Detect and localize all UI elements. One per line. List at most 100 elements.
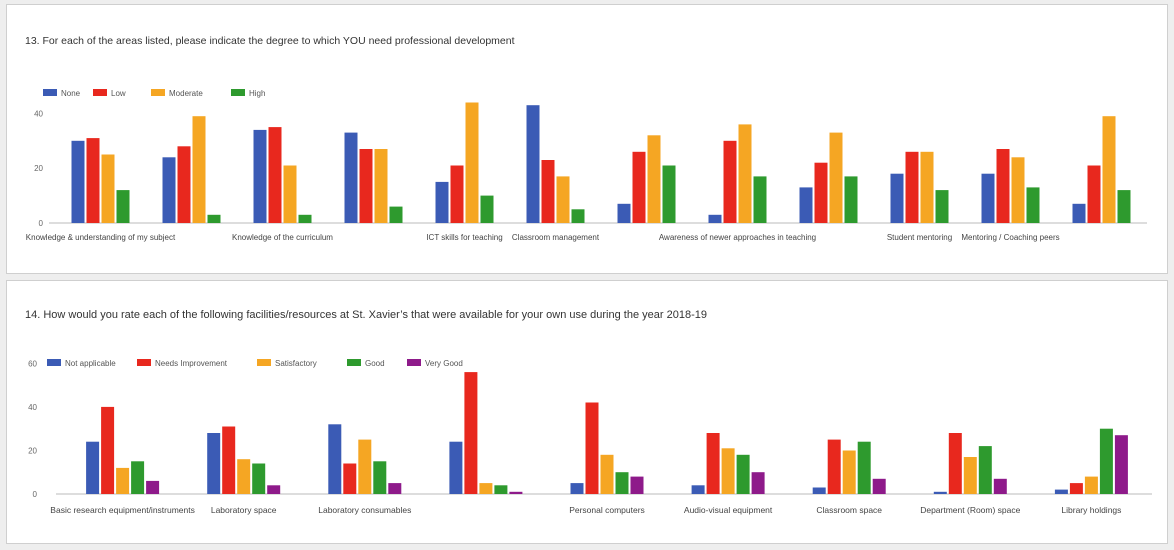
bar-moderate-8 (738, 124, 752, 223)
bar-very-good-1 (146, 480, 160, 494)
bar-high-12 (1117, 190, 1131, 223)
chart-panel-q14: 14. How would you rate each of the follo… (6, 280, 1168, 544)
bar-needs-improvement-2 (222, 426, 236, 494)
bar-good-5 (615, 472, 629, 494)
bar-very-good-5 (630, 476, 644, 494)
legend-swatch-not-applicable (47, 359, 61, 366)
legend-swatch-satisfactory (257, 359, 271, 366)
bar-needs-improvement-6 (706, 433, 720, 494)
bar-not-applicable-1 (86, 441, 100, 494)
bar-satisfactory-1 (116, 467, 130, 494)
x-category-label-9: Library holdings (1061, 505, 1121, 515)
bar-very-good-2 (267, 485, 281, 494)
y-tick-label-0: 0 (33, 490, 38, 499)
bar-very-good-4 (509, 491, 523, 494)
bar-not-applicable-9 (1054, 489, 1068, 494)
legend-swatch-high (231, 89, 245, 96)
bar-moderate-5 (465, 102, 479, 223)
y-tick-label-40: 40 (34, 109, 43, 118)
bar-moderate-2 (192, 116, 206, 223)
x-category-label-2: Laboratory space (211, 505, 277, 515)
legend-label-moderate: Moderate (169, 89, 203, 98)
bar-low-10 (905, 151, 919, 223)
legend-swatch-low (93, 89, 107, 96)
bar-moderate-9 (829, 132, 843, 223)
bar-good-9 (1099, 428, 1113, 494)
bar-moderate-1 (101, 154, 115, 223)
bar-low-5 (450, 165, 464, 223)
bar-not-applicable-6 (691, 485, 705, 494)
bar-high-8 (753, 176, 767, 223)
bar-satisfactory-8 (963, 457, 977, 494)
legend-swatch-good (347, 359, 361, 366)
bar-needs-improvement-1 (101, 406, 115, 494)
bar-moderate-3 (283, 165, 297, 223)
bar-none-8 (708, 214, 722, 223)
bar-good-4 (494, 485, 508, 494)
bar-very-good-9 (1114, 435, 1128, 494)
legend-swatch-needs-improvement (137, 359, 151, 366)
bar-none-10 (890, 173, 904, 223)
bar-low-4 (359, 149, 373, 223)
x-category-label-1: Basic research equipment/instruments (50, 505, 195, 515)
bar-needs-improvement-3 (343, 463, 357, 494)
bar-high-9 (844, 176, 858, 223)
bar-chart-q14: 0 20 40 60 Basic research equipment/instrume… (28, 359, 1152, 515)
x-category-label-8: Awareness of newer approaches in teachin… (659, 233, 816, 242)
bar-not-applicable-8 (933, 491, 947, 494)
bar-good-8 (978, 446, 992, 494)
x-category-label-6: Audio-visual equipment (684, 505, 773, 515)
bar-very-good-7 (872, 478, 886, 494)
bar-satisfactory-2 (237, 459, 251, 494)
legend-label-satisfactory: Satisfactory (275, 359, 317, 368)
bar-not-applicable-2 (207, 433, 221, 494)
bar-satisfactory-6 (721, 448, 735, 494)
bar-none-9 (799, 187, 813, 223)
bar-low-11 (996, 149, 1010, 223)
x-category-label-3: Laboratory consumables (318, 505, 411, 515)
y-tick-label-20: 20 (34, 164, 43, 173)
bar-not-applicable-4 (449, 441, 463, 494)
bar-satisfactory-7 (842, 450, 856, 494)
bar-low-3 (268, 127, 282, 223)
x-category-label-1: Knowledge & understanding of my subject (26, 233, 176, 242)
x-category-label-7: Classroom space (816, 505, 882, 515)
y-tick-label-60: 60 (28, 359, 37, 368)
bar-none-5 (435, 181, 449, 223)
y-tick-label-40: 40 (28, 403, 37, 412)
bar-moderate-6 (556, 176, 570, 223)
bar-not-applicable-3 (328, 424, 342, 494)
bar-not-applicable-7 (812, 487, 826, 494)
bar-very-good-8 (993, 478, 1007, 494)
bar-none-2 (162, 157, 176, 223)
bar-none-11 (981, 173, 995, 223)
bar-none-4 (344, 132, 358, 223)
x-category-label-3: Knowledge of the curriculum (232, 233, 333, 242)
bar-high-10 (935, 190, 949, 223)
legend-label-very-good: Very Good (425, 359, 463, 368)
legend-label-needs-improvement: Needs Improvement (155, 359, 228, 368)
chart-panel-q13: 13. For each of the areas listed, please… (6, 4, 1168, 274)
bar-high-7 (662, 165, 676, 223)
x-category-label-10: Student mentoring (887, 233, 952, 242)
y-tick-label-0: 0 (39, 219, 44, 228)
bar-good-3 (373, 461, 387, 494)
bar-needs-improvement-7 (827, 439, 841, 494)
bar-very-good-3 (388, 483, 402, 494)
y-tick-label-20: 20 (28, 446, 37, 455)
legend-label-good: Good (365, 359, 385, 368)
bar-satisfactory-9 (1084, 476, 1098, 494)
bar-good-2 (252, 463, 266, 494)
bar-none-6 (526, 105, 540, 223)
bar-moderate-12 (1102, 116, 1116, 223)
bar-low-9 (814, 162, 828, 223)
bar-moderate-7 (647, 135, 661, 223)
bar-moderate-10 (920, 151, 934, 223)
bar-low-6 (541, 160, 555, 223)
bar-high-6 (571, 209, 585, 223)
legend-swatch-none (43, 89, 57, 96)
x-category-label-6: Classroom management (512, 233, 600, 242)
bar-satisfactory-5 (600, 454, 614, 494)
bar-good-6 (736, 454, 750, 494)
bar-satisfactory-3 (358, 439, 372, 494)
